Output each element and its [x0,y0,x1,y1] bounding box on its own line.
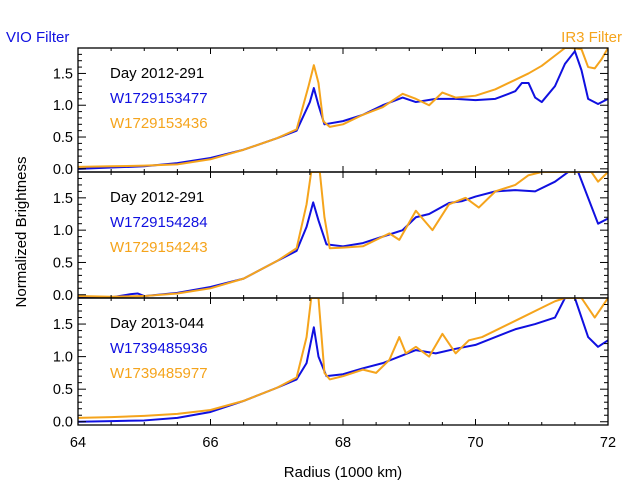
y-tick-label: 1.0 [53,98,73,114]
legend-entry: W1729153477 [110,90,208,107]
y-axis-title: Normalized Brightness [13,157,30,308]
panel-day-label: Day 2012-291 [110,189,204,206]
x-tick-label: 64 [70,435,86,451]
y-tick-label: 0.0 [53,162,73,178]
legend-entry: W1729154243 [110,239,208,256]
y-tick-label: 1.5 [53,191,73,207]
legend-entry: W1739485977 [110,365,208,382]
panel-3: 0.0 0.5 1.0 1.5 Day 2013-044 W1739485936 W1739… [53,297,609,431]
y-tick-label: 0.0 [53,288,73,304]
x-axis-title: Radius (1000 km) [284,464,402,481]
legend-entry: W1739485936 [110,340,208,357]
legend-entry: W1729154284 [110,214,208,231]
y-tick-label: 0.0 [53,415,73,431]
y-tick-label: 1.0 [53,350,73,366]
ir3-filter-label: IR3 Filter [561,29,622,46]
legend-entry: W1729153436 [110,115,208,132]
y-tick-label: 0.5 [53,255,73,271]
series-line-ir3 [78,48,608,168]
panels-group: 0.0 0.5 1.0 1.5 Day 2012-291 W1729153477 W1729… [53,47,616,451]
x-tick-label: 72 [600,435,616,451]
y-tick-label: 1.5 [53,317,73,333]
x-tick-label: 66 [202,435,218,451]
x-tick-label: 68 [335,435,351,451]
panel-2: 0.0 0.5 1.0 1.5 Day 2012-291 W1729154284 W1729… [53,171,609,304]
panel-day-label: Day 2013-044 [110,315,204,332]
y-tick-label: 1.5 [53,66,73,82]
series-line-ir3 [78,298,608,419]
panel-1: 0.0 0.5 1.0 1.5 Day 2012-291 W1729153477 W1729… [53,47,609,178]
y-tick-label: 1.0 [53,223,73,239]
y-tick-label: 0.5 [53,382,73,398]
y-tick-label: 0.5 [53,130,73,146]
panel-day-label: Day 2012-291 [110,65,204,82]
x-tick-label: 70 [467,435,483,451]
vio-filter-label: VIO Filter [6,29,69,46]
